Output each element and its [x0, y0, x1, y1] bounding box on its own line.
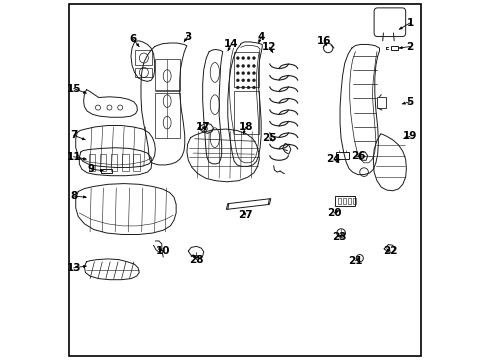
Circle shape — [236, 72, 239, 75]
Circle shape — [236, 86, 239, 89]
Text: 4: 4 — [257, 32, 265, 41]
Text: 15: 15 — [66, 84, 81, 94]
Text: 17: 17 — [196, 122, 210, 132]
Text: 27: 27 — [239, 210, 253, 220]
Circle shape — [247, 57, 250, 59]
Text: 19: 19 — [403, 131, 417, 141]
Text: 3: 3 — [184, 32, 191, 41]
Circle shape — [252, 79, 255, 82]
Circle shape — [242, 79, 245, 82]
Text: 12: 12 — [262, 42, 277, 52]
Circle shape — [236, 64, 239, 67]
Circle shape — [252, 57, 255, 59]
Text: 5: 5 — [406, 97, 414, 107]
Text: 23: 23 — [332, 232, 346, 242]
Text: 11: 11 — [66, 152, 81, 162]
Circle shape — [252, 72, 255, 75]
Text: 7: 7 — [70, 130, 77, 140]
Text: 22: 22 — [383, 246, 397, 256]
Text: 28: 28 — [189, 255, 204, 265]
Text: 9: 9 — [88, 164, 95, 174]
Text: 14: 14 — [224, 40, 239, 49]
Circle shape — [252, 64, 255, 67]
Text: 26: 26 — [351, 150, 365, 161]
Circle shape — [247, 72, 250, 75]
Circle shape — [242, 57, 245, 59]
Text: 1: 1 — [406, 18, 414, 28]
Text: 24: 24 — [327, 154, 341, 164]
Circle shape — [252, 86, 255, 89]
Circle shape — [247, 79, 250, 82]
Text: 16: 16 — [317, 36, 331, 46]
Text: 18: 18 — [239, 122, 253, 132]
Text: 6: 6 — [129, 34, 137, 44]
Circle shape — [242, 72, 245, 75]
Text: 8: 8 — [70, 191, 77, 201]
Text: 25: 25 — [262, 133, 277, 143]
Circle shape — [247, 64, 250, 67]
Text: 10: 10 — [156, 246, 171, 256]
Text: 13: 13 — [66, 263, 81, 273]
Circle shape — [236, 79, 239, 82]
Text: 21: 21 — [348, 256, 363, 266]
Circle shape — [247, 86, 250, 89]
Circle shape — [242, 86, 245, 89]
Circle shape — [242, 64, 245, 67]
Circle shape — [236, 57, 239, 59]
Text: 20: 20 — [327, 208, 341, 218]
Text: 2: 2 — [406, 42, 414, 51]
